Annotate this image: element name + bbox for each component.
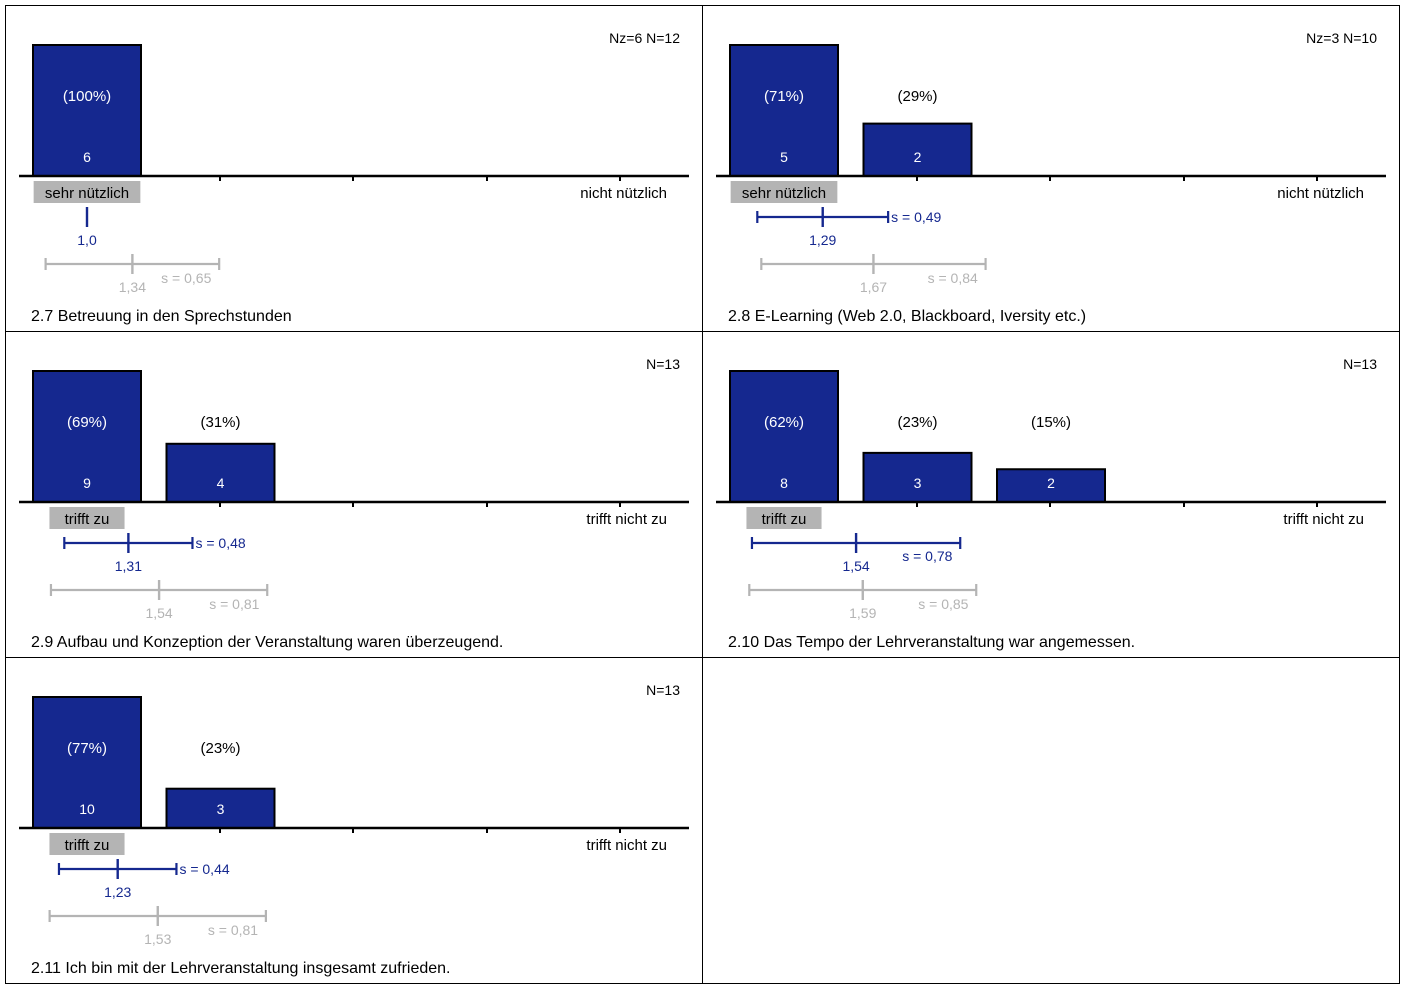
empty-panel	[702, 657, 1400, 984]
bar-value-label: 2	[914, 149, 922, 165]
course-mean-label: 1,54	[842, 558, 869, 574]
course-mean-label: 1,23	[104, 884, 131, 900]
course-sd-label: s = 0,48	[195, 535, 245, 551]
chart-panel-2-10: N=13 (62%) 8 (23%) 3 (15%) 2 trifft zu trifft ni…	[702, 331, 1400, 658]
course-sd-label: s = 0,49	[891, 209, 941, 225]
counts-label: N=13	[646, 682, 680, 698]
counts-label: Nz=6 N=12	[609, 30, 680, 46]
chart-panel-2-9: N=13 (69%) 9 (31%) 4 trifft zu trifft nicht zu…	[5, 331, 703, 658]
right-scale-label: trifft nicht zu	[586, 837, 667, 854]
reference-sd-label: s = 0,84	[928, 270, 978, 286]
bar-percent-label: (29%)	[897, 88, 937, 105]
question-title: 2.8 E-Learning (Web 2.0, Blackboard, Ive…	[728, 308, 1086, 325]
right-scale-label: nicht nützlich	[1277, 185, 1364, 202]
bar-percent-label: (23%)	[897, 414, 937, 431]
reference-mean-label: 1,53	[144, 931, 171, 947]
course-mean-label: 1,0	[77, 232, 97, 248]
reference-mean-label: 1,67	[860, 279, 887, 295]
left-scale-label: sehr nützlich	[45, 185, 129, 202]
question-title: 2.11 Ich bin mit der Lehrveranstaltung i…	[31, 960, 451, 977]
bar	[167, 444, 275, 502]
bar-value-label: 3	[914, 475, 922, 491]
left-scale-label: trifft zu	[65, 837, 110, 854]
left-scale-label: trifft zu	[762, 511, 807, 528]
reference-sd-label: s = 0,81	[208, 922, 258, 938]
bar-percent-label: (71%)	[764, 88, 804, 105]
counts-label: N=13	[1343, 356, 1377, 372]
bar-percent-label: (77%)	[67, 740, 107, 757]
reference-mean-label: 1,59	[849, 605, 876, 621]
bar-percent-label: (15%)	[1031, 414, 1071, 431]
bar-value-label: 3	[217, 801, 225, 817]
chart-panel-2-7: Nz=6 N=12 (100%) 6 sehr nützlich nicht nützl…	[5, 5, 703, 332]
reference-sd-label: s = 0,81	[209, 596, 259, 612]
question-title: 2.10 Das Tempo der Lehrveranstaltung war…	[728, 634, 1135, 651]
bar-percent-label: (100%)	[63, 88, 111, 105]
bar-percent-label: (69%)	[67, 414, 107, 431]
bar-value-label: 9	[83, 475, 91, 491]
question-title: 2.9 Aufbau und Konzeption der Veranstalt…	[31, 634, 503, 651]
course-sd-label: s = 0,78	[902, 548, 952, 564]
course-sd-label: s = 0,44	[179, 861, 229, 877]
reference-mean-label: 1,54	[145, 605, 172, 621]
counts-label: Nz=3 N=10	[1306, 30, 1377, 46]
course-mean-label: 1,29	[809, 232, 836, 248]
reference-sd-label: s = 0,65	[161, 270, 211, 286]
left-scale-label: trifft zu	[65, 511, 110, 528]
bar-value-label: 10	[79, 801, 95, 817]
course-mean-label: 1,31	[115, 558, 142, 574]
bar-value-label: 5	[780, 149, 788, 165]
bar-value-label: 2	[1047, 475, 1055, 491]
reference-sd-label: s = 0,85	[918, 596, 968, 612]
right-scale-label: trifft nicht zu	[586, 511, 667, 528]
right-scale-label: nicht nützlich	[580, 185, 667, 202]
question-title: 2.7 Betreuung in den Sprechstunden	[31, 308, 292, 325]
counts-label: N=13	[646, 356, 680, 372]
bar-value-label: 8	[780, 475, 788, 491]
chart-panel-2-8: Nz=3 N=10 (71%) 5 (29%) 2 sehr nützlich nicht …	[702, 5, 1400, 332]
bar-percent-label: (23%)	[200, 740, 240, 757]
chart-panel-2-11: N=13 (77%) 10 (23%) 3 trifft zu trifft nicht z…	[5, 657, 703, 984]
bar-value-label: 4	[217, 475, 225, 491]
bar-value-label: 6	[83, 149, 91, 165]
reference-mean-label: 1,34	[119, 279, 146, 295]
bar-percent-label: (31%)	[200, 414, 240, 431]
bar-percent-label: (62%)	[764, 414, 804, 431]
left-scale-label: sehr nützlich	[742, 185, 826, 202]
right-scale-label: trifft nicht zu	[1283, 511, 1364, 528]
